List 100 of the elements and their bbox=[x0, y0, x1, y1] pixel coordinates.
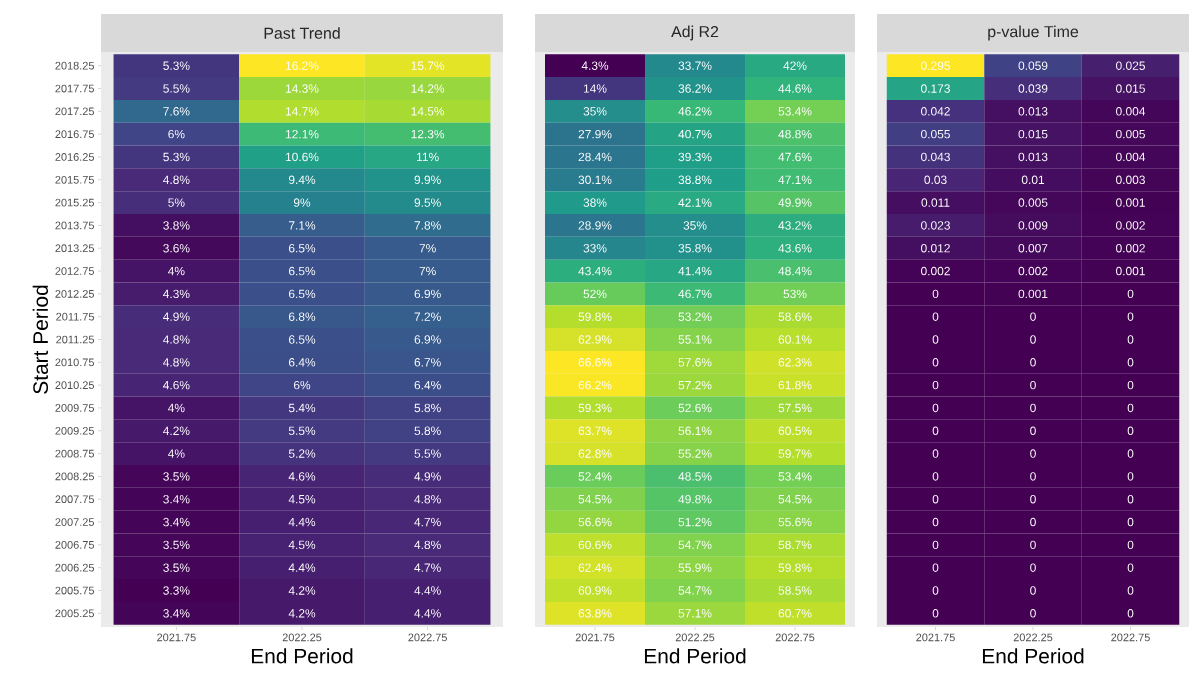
data-label: 0.001 bbox=[1116, 266, 1145, 276]
data-label: 6.4% bbox=[414, 380, 441, 390]
data-label: 6% bbox=[168, 129, 185, 139]
data-label: 9.4% bbox=[288, 175, 316, 185]
data-label: 0 bbox=[932, 472, 939, 481]
data-label: 55.9% bbox=[678, 563, 712, 572]
data-label: 33.7% bbox=[678, 61, 712, 70]
data-label: 0.007 bbox=[1018, 244, 1048, 253]
data-label: 0 bbox=[1127, 312, 1134, 321]
data-label: 42% bbox=[783, 61, 807, 70]
data-label: 0.015 bbox=[1018, 129, 1048, 139]
data-label: 6.8% bbox=[288, 312, 316, 321]
data-label: 4.8% bbox=[414, 495, 441, 504]
data-label: 0 bbox=[932, 609, 939, 618]
data-label: 4.8% bbox=[163, 335, 190, 344]
data-label: 0.004 bbox=[1116, 107, 1146, 116]
data-label: 57.5% bbox=[778, 403, 812, 413]
x-axis-title: End Period bbox=[982, 648, 1084, 664]
data-label: 5.5% bbox=[288, 426, 316, 435]
data-label: 6.5% bbox=[288, 244, 316, 253]
data-label: 53% bbox=[783, 289, 807, 299]
data-label: 4% bbox=[168, 403, 185, 413]
data-label: 0 bbox=[932, 289, 939, 299]
data-label: 0 bbox=[932, 586, 939, 595]
data-label: 4.4% bbox=[414, 609, 441, 618]
y-tick-label: 2011.25 bbox=[56, 335, 95, 344]
data-label: 53.4% bbox=[778, 472, 812, 481]
data-label: 14.2% bbox=[411, 84, 445, 93]
data-label: 28.9% bbox=[578, 221, 612, 230]
data-label: 0 bbox=[932, 449, 939, 458]
x-axis-title: End Period bbox=[251, 648, 353, 664]
data-label: 0 bbox=[1127, 289, 1134, 299]
data-label: 56.1% bbox=[678, 426, 712, 435]
data-label: 60.9% bbox=[578, 586, 612, 595]
data-label: 15.7% bbox=[411, 61, 445, 70]
data-label: 3.4% bbox=[163, 609, 190, 618]
x-tick-label: 2022.25 bbox=[282, 633, 322, 642]
data-label: 5.4% bbox=[288, 403, 316, 413]
y-tick-label: 2013.75 bbox=[55, 221, 94, 230]
data-label: 55.2% bbox=[678, 449, 712, 458]
data-label: 0.025 bbox=[1116, 61, 1145, 70]
data-label: 0.005 bbox=[1018, 198, 1048, 207]
data-label: 0 bbox=[1127, 335, 1134, 344]
data-label: 4.7% bbox=[414, 517, 441, 527]
data-label: 5.3% bbox=[163, 61, 190, 70]
data-label: 4% bbox=[168, 449, 185, 458]
data-label: 0 bbox=[1030, 358, 1036, 367]
data-label: 0.055 bbox=[921, 129, 950, 139]
data-label: 43.4% bbox=[578, 266, 612, 276]
y-tick-label: 2015.75 bbox=[55, 175, 94, 184]
y-tick-label: 2006.25 bbox=[55, 563, 94, 572]
data-label: 0.003 bbox=[1116, 175, 1145, 185]
data-label: 4.3% bbox=[581, 61, 609, 70]
data-label: 61.8% bbox=[778, 380, 812, 390]
data-label: 5.5% bbox=[414, 449, 441, 458]
data-label: 14% bbox=[583, 84, 607, 93]
data-label: 6.5% bbox=[288, 266, 316, 276]
data-label: 0 bbox=[932, 540, 939, 550]
data-label: 5.5% bbox=[163, 84, 190, 93]
data-label: 0 bbox=[1127, 586, 1134, 595]
data-label: 7% bbox=[419, 266, 436, 276]
data-label: 0.005 bbox=[1116, 129, 1145, 139]
x-tick-label: 2022.75 bbox=[775, 633, 815, 642]
data-label: 0 bbox=[932, 495, 939, 504]
y-tick-label: 2009.25 bbox=[55, 426, 94, 435]
data-label: 0 bbox=[1127, 495, 1134, 504]
data-label: 0.059 bbox=[1018, 61, 1048, 70]
x-tick-label: 2021.75 bbox=[916, 633, 955, 642]
data-label: 6% bbox=[293, 380, 311, 390]
data-label: 5.3% bbox=[163, 152, 190, 162]
data-label: 0.043 bbox=[921, 152, 950, 162]
x-tick-label: 2022.75 bbox=[1111, 633, 1150, 642]
data-label: 53.4% bbox=[778, 107, 812, 116]
data-label: 0 bbox=[1127, 517, 1134, 527]
data-label: 52% bbox=[583, 289, 607, 299]
data-label: 0.012 bbox=[921, 244, 950, 253]
data-label: 60.5% bbox=[778, 426, 812, 435]
y-tick-label: 2010.75 bbox=[55, 358, 94, 367]
data-label: 4.5% bbox=[288, 495, 316, 504]
data-label: 6.7% bbox=[414, 358, 441, 367]
data-label: 0 bbox=[1127, 449, 1134, 458]
data-label: 0.042 bbox=[921, 107, 950, 116]
data-label: 5% bbox=[168, 198, 185, 207]
data-label: 0 bbox=[1030, 312, 1036, 321]
data-label: 43.6% bbox=[778, 244, 812, 253]
data-label: 0 bbox=[1127, 472, 1134, 481]
data-label: 0 bbox=[932, 380, 939, 390]
data-label: 3.5% bbox=[163, 563, 190, 572]
data-label: 5.8% bbox=[414, 403, 441, 413]
data-label: 0 bbox=[1030, 563, 1036, 572]
data-label: 0 bbox=[1127, 358, 1134, 367]
data-label: 0.173 bbox=[921, 84, 950, 93]
y-tick-label: 2007.75 bbox=[55, 495, 94, 504]
data-label: 48.5% bbox=[678, 472, 712, 481]
y-tick-label: 2016.25 bbox=[55, 153, 94, 161]
data-label: 6.4% bbox=[288, 358, 316, 367]
data-label: 11% bbox=[417, 152, 439, 162]
data-label: 4.6% bbox=[163, 380, 190, 390]
data-label: 55.1% bbox=[678, 335, 712, 344]
y-tick-label: 2005.75 bbox=[55, 586, 94, 595]
